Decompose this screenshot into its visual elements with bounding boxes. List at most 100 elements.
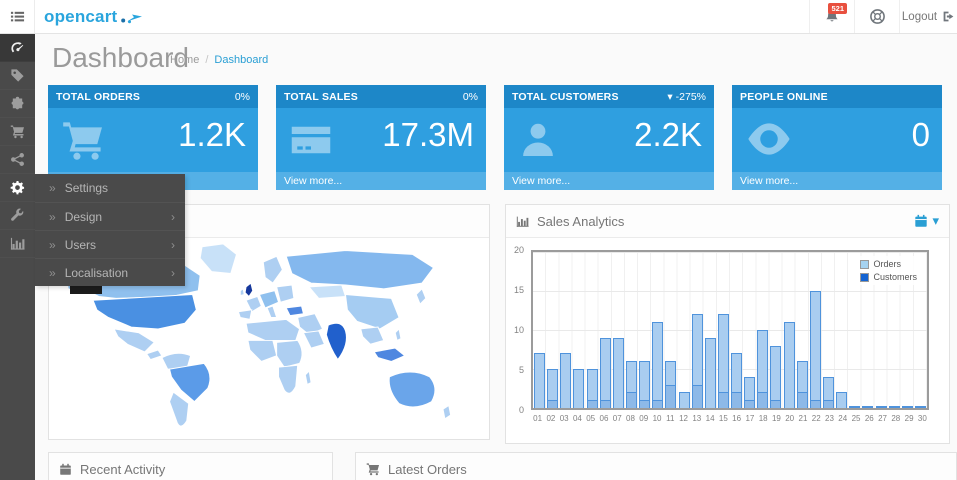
map-region-arabia xyxy=(302,329,326,349)
legend-item-customers: Customers xyxy=(860,272,917,282)
tile-percent: ▾ -275% xyxy=(667,90,706,103)
tile-body: 1.2K xyxy=(48,108,258,172)
x-tick-label: 11 xyxy=(666,414,675,423)
chart-bar-orders xyxy=(704,337,716,408)
map-region-india xyxy=(325,322,347,360)
logout-button[interactable]: Logout xyxy=(899,0,957,33)
view-more-link[interactable]: View more... xyxy=(732,172,942,190)
x-tick-label: 27 xyxy=(878,414,887,423)
opencart-cart-icon xyxy=(120,10,144,24)
legend-swatch-orders xyxy=(860,259,870,269)
chart-y-axis: 0 5 10 15 20 xyxy=(506,245,527,415)
chart-x-axis: 01 02 03 04 05 06 07 08 09 10 11 12 13 14 15 16 17 18 19 20… xyxy=(531,414,929,426)
flyout-item-label: Settings xyxy=(64,181,109,195)
chart-bar-customers xyxy=(770,400,782,408)
sidebar-item-reports[interactable] xyxy=(0,230,35,258)
chart-bar-customers xyxy=(717,392,729,408)
chart-bar-orders xyxy=(757,330,769,408)
caret-down-icon: ▾ xyxy=(667,90,673,103)
tile-header: TOTAL CUSTOMERS ▾ -275% xyxy=(504,85,714,108)
globe-icon xyxy=(869,8,886,25)
x-tick-label: 24 xyxy=(838,414,848,423)
caret-down-icon: ▾ xyxy=(932,213,939,228)
chart-bar-customers xyxy=(744,400,756,408)
y-tick-label: 0 xyxy=(518,405,524,415)
tile-value: 0 xyxy=(911,116,930,153)
chart-bar-orders xyxy=(547,369,559,408)
shopping-cart-icon xyxy=(60,118,106,162)
breadcrumb-current[interactable]: Dashboard xyxy=(214,54,269,66)
x-tick-label: 20 xyxy=(785,414,795,423)
x-tick-label: 18 xyxy=(758,414,768,423)
x-tick-label: 29 xyxy=(904,414,914,423)
x-tick-label: 03 xyxy=(559,414,569,423)
sidebar-item-catalog[interactable] xyxy=(0,62,35,90)
chart-bar-customers xyxy=(586,400,598,408)
page-title: Dashboard xyxy=(52,42,189,73)
sidebar-item-dashboard[interactable] xyxy=(0,34,35,62)
latest-orders-panel: Latest Orders xyxy=(355,452,957,480)
x-tick-label: 08 xyxy=(626,414,635,423)
credit-card-icon xyxy=(288,118,334,162)
chart-bar-orders xyxy=(665,361,677,408)
view-more-link[interactable]: View more... xyxy=(504,172,714,190)
map-region-ireland xyxy=(239,287,245,296)
x-tick-label: 07 xyxy=(612,414,622,423)
flyout-item-localisation[interactable]: » Localisation › xyxy=(35,258,185,286)
notifications-button[interactable]: 521 xyxy=(809,0,854,33)
legend-item-orders: Orders xyxy=(860,259,917,269)
x-tick-label: 06 xyxy=(599,414,609,423)
chart-header-icon xyxy=(516,215,529,228)
chart-bar-orders xyxy=(822,376,834,408)
cart-icon xyxy=(10,124,25,139)
breadcrumb-separator: / xyxy=(205,54,209,66)
flyout-item-design[interactable]: » Design › xyxy=(35,202,185,230)
view-more-link[interactable]: View more... xyxy=(276,172,486,190)
sidebar-item-extensions[interactable] xyxy=(0,90,35,118)
x-tick-label: 13 xyxy=(692,414,702,423)
chart-bar-customers xyxy=(757,392,769,408)
calendar-icon xyxy=(59,463,72,476)
map-region-south-africa xyxy=(278,364,299,394)
breadcrumb-home[interactable]: Home xyxy=(170,54,200,66)
map-region-east-africa xyxy=(276,339,303,368)
chart-bar-orders xyxy=(849,406,861,408)
system-flyout-menu: » Settings » Design › » Users › » Locali… xyxy=(35,174,185,286)
chart-bar-orders xyxy=(534,353,546,408)
map-region-italy xyxy=(266,304,278,318)
puzzle-icon xyxy=(10,96,25,111)
sidebar-item-tools[interactable] xyxy=(0,202,35,230)
tile-total-customers: TOTAL CUSTOMERS ▾ -275% 2.2K View more... xyxy=(504,85,714,190)
chart-bar-customers xyxy=(547,400,559,408)
chart-bar-orders xyxy=(717,314,729,408)
map-region-turkey xyxy=(285,304,305,316)
chart-bar-customers xyxy=(731,392,743,408)
double-angle-icon: » xyxy=(49,209,56,224)
tile-body: 2.2K xyxy=(504,108,714,172)
sidebar-nav xyxy=(0,34,35,480)
sidebar-item-marketing[interactable] xyxy=(0,146,35,174)
y-tick-label: 15 xyxy=(513,285,524,295)
map-region-china xyxy=(344,293,400,329)
chart-legend: Orders Customers xyxy=(856,256,922,285)
sidebar-item-system[interactable] xyxy=(0,174,35,202)
tile-value: 1.2K xyxy=(178,116,246,153)
wrench-icon xyxy=(10,208,25,223)
x-tick-label: 22 xyxy=(811,414,821,423)
chart-bar-customers xyxy=(652,400,664,408)
flyout-item-users[interactable]: » Users › xyxy=(35,230,185,258)
tile-title: PEOPLE ONLINE xyxy=(740,90,828,103)
flyout-item-label: Localisation xyxy=(64,265,129,280)
legend-label: Customers xyxy=(873,272,917,282)
flyout-item-settings[interactable]: » Settings xyxy=(35,174,185,202)
x-tick-label: 09 xyxy=(639,414,649,423)
tile-header: TOTAL SALES 0% xyxy=(276,85,486,108)
map-region-united-kingdom xyxy=(244,281,254,297)
opencart-logo[interactable]: opencart xyxy=(44,0,144,33)
storefront-button[interactable] xyxy=(854,0,899,33)
date-range-dropdown[interactable]: ▾ xyxy=(914,213,939,229)
sidebar-item-sales[interactable] xyxy=(0,118,35,146)
chart-bar-orders xyxy=(625,361,637,408)
flyout-item-label: Design xyxy=(64,209,103,224)
menu-toggle-button[interactable] xyxy=(0,0,35,33)
